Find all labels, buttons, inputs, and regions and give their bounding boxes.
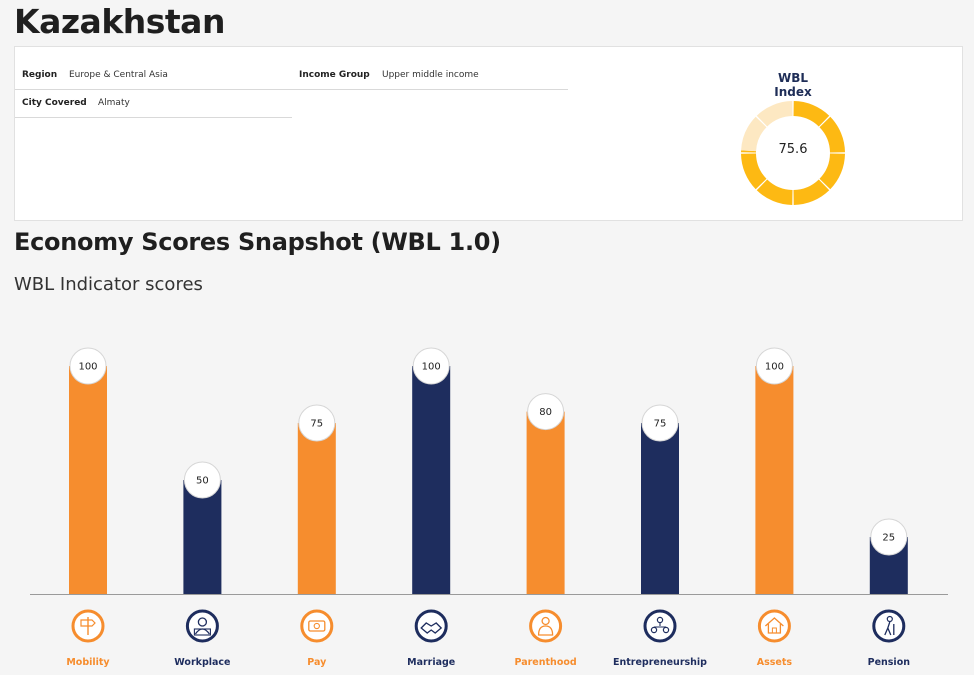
pay-icon[interactable] — [300, 609, 334, 643]
assets-icon[interactable] — [757, 609, 791, 643]
bar-value-bubble — [69, 347, 107, 385]
section-title: Economy Scores Snapshot (WBL 1.0) — [14, 228, 501, 256]
bar-marriage[interactable] — [412, 366, 451, 594]
category-label-assets: Assets — [757, 657, 793, 668]
marriage-icon[interactable] — [414, 609, 448, 643]
donut-segment-filled — [756, 179, 793, 205]
donut-segment-filled — [741, 153, 767, 190]
wbl-index-donut — [741, 101, 845, 205]
bar-parenthood[interactable] — [526, 411, 565, 594]
bar-value-label: 80 — [539, 407, 552, 418]
donut-segment-filled — [793, 179, 830, 205]
category-label-marriage: Marriage — [407, 657, 455, 668]
category-label-pension: Pension — [868, 657, 911, 668]
category-label-mobility: Mobility — [66, 657, 110, 668]
bar-value-bubble — [527, 393, 565, 431]
bar-assets[interactable] — [755, 366, 794, 594]
bar-value-bubble — [183, 461, 221, 499]
bar-value-bubble — [298, 404, 336, 442]
donut-segment-filled — [819, 153, 845, 190]
entrepreneurship-icon[interactable] — [643, 609, 677, 643]
income-group-label: Income Group — [299, 70, 370, 80]
region-value: Europe & Central Asia — [69, 70, 168, 80]
info-row-city: City Covered Almaty — [15, 89, 292, 118]
donut-segment-empty — [741, 116, 767, 152]
bar-value-label: 75 — [654, 419, 667, 430]
bar-entrepreneurship[interactable] — [641, 423, 679, 594]
category-label-workplace: Workplace — [174, 657, 230, 668]
bar-value-label: 100 — [78, 362, 97, 373]
wbl-index-title: WBL Index — [774, 71, 812, 99]
indicator-scores-bar-chart: 100 Mobility 50 Workplace 75 Pay 100 Marriage 80… — [30, 347, 948, 668]
pension-icon[interactable] — [872, 609, 906, 643]
bar-value-label: 100 — [765, 362, 784, 373]
bar-mobility[interactable] — [69, 366, 107, 594]
workplace-icon[interactable] — [185, 609, 219, 643]
bar-value-bubble — [870, 518, 908, 556]
donut-segment-filled — [819, 116, 845, 153]
bar-value-bubble — [641, 404, 679, 442]
wbl-index-value: 75.6 — [778, 142, 808, 157]
category-label-pay: Pay — [307, 657, 327, 668]
bar-value-label: 100 — [422, 362, 441, 373]
bar-workplace[interactable] — [183, 480, 222, 594]
bar-value-label: 75 — [310, 419, 323, 430]
income-group-value: Upper middle income — [382, 70, 479, 80]
mobility-icon[interactable] — [71, 609, 105, 643]
category-label-entrepreneurship: Entrepreneurship — [613, 657, 707, 668]
bar-value-bubble — [755, 347, 793, 385]
city-covered-label: City Covered — [22, 98, 87, 108]
indicator-scores-subtitle: WBL Indicator scores — [14, 274, 203, 295]
bar-value-label: 25 — [882, 533, 895, 544]
city-covered-value: Almaty — [98, 98, 130, 108]
page-title: Kazakhstan — [14, 2, 225, 41]
economy-info-card: Region Europe & Central Asia Income Grou… — [14, 46, 963, 221]
region-label: Region — [22, 70, 58, 80]
bar-value-label: 50 — [196, 476, 209, 487]
bar-pay[interactable] — [297, 423, 336, 594]
category-label-parenthood: Parenthood — [515, 657, 577, 668]
parenthood-icon[interactable] — [529, 609, 563, 643]
info-row-region-income: Region Europe & Central Asia Income Grou… — [15, 61, 568, 90]
bar-value-bubble — [412, 347, 450, 385]
donut-segment-filled — [741, 150, 757, 153]
donut-segment-filled — [793, 101, 830, 127]
donut-segment-empty — [756, 101, 793, 127]
